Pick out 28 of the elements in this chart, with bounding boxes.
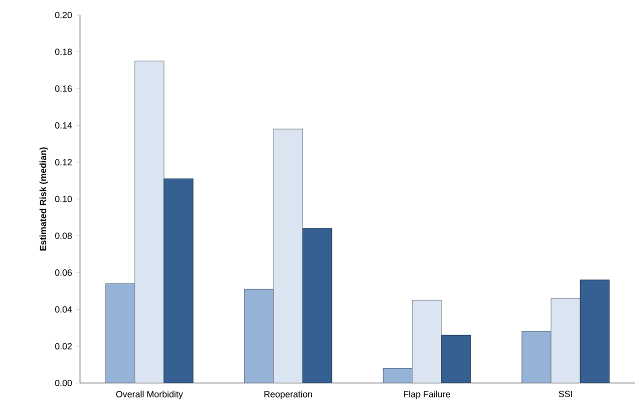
bar	[412, 300, 442, 383]
x-tick-label: SSI	[558, 390, 572, 398]
bar	[382, 368, 413, 383]
y-tick-label: 0.14	[55, 122, 72, 129]
y-tick-label: 0.04	[55, 306, 72, 313]
y-tick-label: 0.16	[55, 85, 72, 92]
y-tick-label: 0.02	[55, 343, 72, 350]
x-tick-label: Reoperation	[264, 390, 312, 400]
bar	[441, 334, 471, 383]
bar	[273, 128, 303, 383]
y-tick-label: 0.18	[55, 48, 72, 55]
y-tick-label: 0.00	[55, 380, 72, 386]
bar	[134, 60, 164, 383]
y-tick-label: 0.10	[55, 196, 72, 202]
y-tick-label: 0.12	[55, 159, 72, 166]
x-tick-label: Flap Failure	[404, 390, 450, 400]
bar	[522, 331, 552, 383]
bar	[164, 178, 194, 383]
bar	[244, 288, 274, 383]
bar	[550, 298, 580, 383]
y-tick-label: 0.20	[55, 12, 72, 18]
y-tick-label: 0.08	[55, 232, 72, 239]
y-tick-label: 0.06	[55, 269, 72, 276]
bar	[302, 228, 332, 383]
y-axis-title: Estimated Risk (median)	[40, 147, 48, 250]
bar	[580, 280, 610, 383]
x-tick-label: Overall Morbidity	[116, 390, 183, 400]
bar	[105, 283, 136, 383]
